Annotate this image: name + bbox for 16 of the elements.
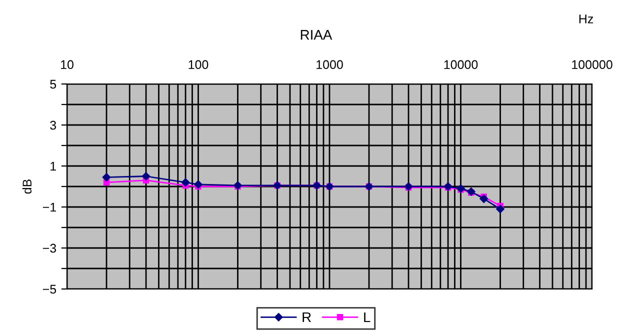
- x-axis-title: Hz: [579, 14, 594, 24]
- x-tick-label: 100: [188, 60, 208, 70]
- y-tick-label: 5: [50, 80, 56, 89]
- x-tick-label: 10: [61, 60, 74, 70]
- x-tick-label: 10000: [444, 60, 478, 70]
- legend-label: R: [302, 312, 311, 322]
- x-tick-label: 100000: [572, 60, 612, 70]
- y-axis-title: dB: [22, 180, 32, 194]
- y-tick-label: 3: [50, 120, 56, 130]
- chart-title: RIAA: [300, 30, 332, 40]
- y-tick-label: 1: [50, 162, 56, 171]
- legend-label: L: [364, 312, 370, 322]
- x-tick-label: 1000: [316, 60, 343, 70]
- y-tick-label: −3: [42, 244, 56, 253]
- y-tick-label: −1: [42, 202, 56, 212]
- y-tick-label: −5: [42, 284, 56, 294]
